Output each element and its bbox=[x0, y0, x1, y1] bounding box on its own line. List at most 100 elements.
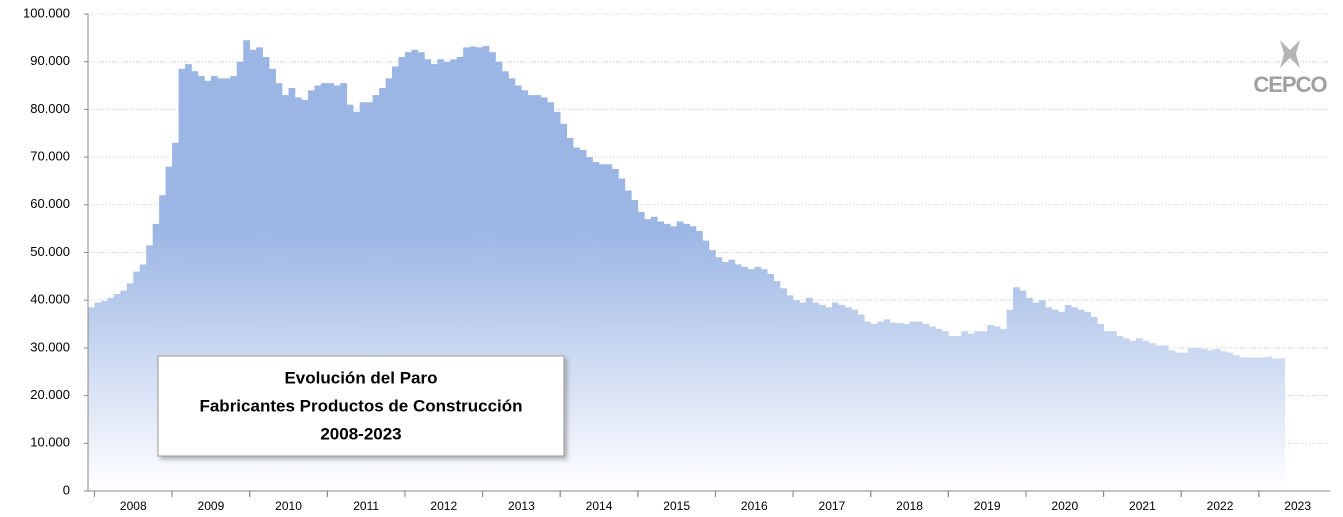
x-tick-label: 2008 bbox=[120, 499, 147, 513]
bar bbox=[172, 142, 179, 492]
bar bbox=[1245, 357, 1253, 491]
bar bbox=[560, 123, 567, 492]
bar bbox=[463, 47, 470, 491]
bar bbox=[1045, 307, 1053, 491]
y-tick-label: 40.000 bbox=[30, 292, 70, 307]
bar bbox=[120, 290, 128, 491]
bar bbox=[1032, 302, 1040, 491]
bar bbox=[443, 61, 451, 491]
bar bbox=[1129, 340, 1137, 491]
bar bbox=[683, 223, 690, 491]
bar bbox=[392, 66, 399, 491]
x-tick-label: 2019 bbox=[974, 499, 1001, 513]
bar bbox=[663, 223, 671, 491]
bar bbox=[818, 304, 826, 491]
y-tick-label: 0 bbox=[63, 482, 70, 497]
bar bbox=[1135, 338, 1143, 491]
bar bbox=[948, 335, 956, 491]
bar bbox=[773, 281, 781, 491]
bar bbox=[1168, 350, 1176, 491]
logo: CEPCO bbox=[1253, 40, 1328, 97]
bar bbox=[262, 56, 270, 492]
y-tick-label: 30.000 bbox=[30, 339, 70, 354]
bar bbox=[1103, 331, 1111, 491]
bar bbox=[249, 49, 257, 492]
bar bbox=[230, 76, 238, 491]
bar bbox=[178, 68, 186, 491]
axis: 0 10.000 20.000 30.000 40.000 50.000 60.000 70.… bbox=[23, 5, 1330, 513]
bar bbox=[618, 178, 626, 491]
bar bbox=[495, 61, 503, 491]
bar bbox=[107, 297, 115, 491]
bar bbox=[502, 71, 509, 492]
bar bbox=[540, 97, 548, 491]
bar bbox=[353, 111, 360, 491]
bar bbox=[864, 321, 872, 491]
x-tick-label: 2017 bbox=[819, 499, 846, 513]
bar bbox=[1239, 357, 1247, 491]
bar bbox=[767, 273, 774, 491]
bar bbox=[404, 52, 412, 491]
bar bbox=[327, 83, 335, 491]
bar bbox=[812, 302, 820, 491]
bar bbox=[152, 223, 160, 491]
bar bbox=[961, 331, 969, 491]
bar bbox=[282, 95, 289, 491]
bar bbox=[1226, 352, 1234, 491]
bar bbox=[689, 226, 697, 491]
y-tick-label: 80.000 bbox=[30, 101, 70, 116]
bar bbox=[702, 240, 710, 491]
bar bbox=[482, 45, 490, 492]
bar bbox=[922, 324, 930, 491]
bar bbox=[456, 56, 464, 492]
bar bbox=[508, 78, 516, 492]
bar bbox=[1116, 335, 1124, 491]
bar bbox=[916, 321, 923, 491]
bar bbox=[288, 87, 296, 491]
bar bbox=[320, 83, 328, 491]
bar bbox=[1013, 287, 1020, 491]
y-tick-label: 20.000 bbox=[30, 387, 70, 402]
x-tick-label: 2018 bbox=[896, 499, 923, 513]
bar bbox=[715, 257, 723, 491]
bar bbox=[831, 302, 839, 491]
bar bbox=[1194, 347, 1201, 491]
bar bbox=[747, 269, 755, 491]
bar bbox=[993, 326, 1001, 491]
bar bbox=[1271, 358, 1279, 491]
bar bbox=[204, 80, 212, 491]
bar bbox=[909, 321, 917, 491]
y-tick-label: 60.000 bbox=[30, 196, 70, 211]
bar bbox=[185, 64, 192, 492]
title-line: Evolución del Paro bbox=[284, 368, 437, 387]
bar bbox=[450, 59, 458, 491]
bar bbox=[243, 40, 251, 492]
bar bbox=[411, 49, 419, 492]
bar bbox=[631, 200, 639, 491]
y-tick-label: 50.000 bbox=[30, 244, 70, 259]
bar bbox=[1161, 345, 1169, 491]
bar bbox=[165, 166, 173, 491]
x-tick-label: 2021 bbox=[1129, 499, 1156, 513]
bar bbox=[941, 331, 949, 491]
bar bbox=[857, 314, 865, 491]
y-tick-label: 100.000 bbox=[23, 5, 70, 20]
bar bbox=[340, 83, 348, 491]
bar bbox=[191, 71, 199, 492]
bar bbox=[1278, 358, 1286, 491]
bar bbox=[877, 321, 884, 491]
bar bbox=[1265, 356, 1273, 491]
bar bbox=[734, 264, 742, 491]
bar bbox=[88, 307, 95, 491]
bar bbox=[980, 331, 988, 491]
bar bbox=[430, 64, 438, 492]
bar bbox=[1025, 297, 1033, 491]
x-tick-label: 2020 bbox=[1051, 499, 1078, 513]
bar bbox=[579, 149, 587, 491]
bar bbox=[637, 211, 645, 491]
x-tick-label: 2015 bbox=[663, 499, 690, 513]
bar bbox=[1110, 331, 1117, 491]
bar bbox=[605, 164, 613, 491]
bar bbox=[1084, 312, 1091, 491]
bar bbox=[1019, 290, 1027, 491]
